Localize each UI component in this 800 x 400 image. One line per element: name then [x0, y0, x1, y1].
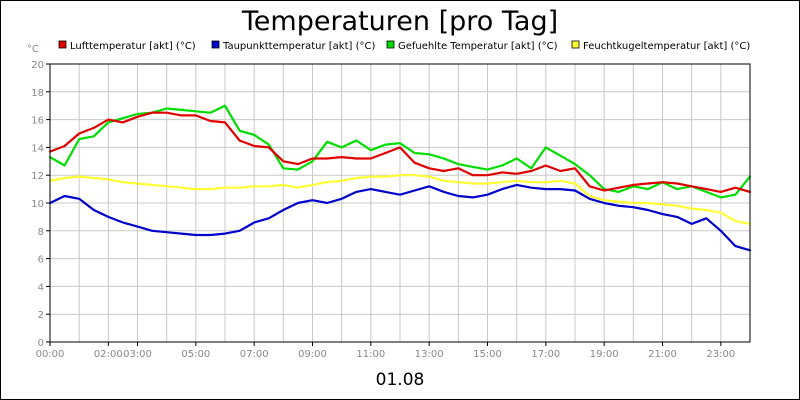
x-axis-ticks: 00:00 02:00 03:00 05:00 07:00 09:00 11:00 13:00…: [36, 342, 735, 360]
y-tick-label: 2: [38, 310, 44, 321]
legend-label: Feuchtkugeltemperatur [akt] (°C): [583, 41, 750, 52]
y-tick-label: 14: [31, 143, 44, 154]
x-tick-label: 03:00: [123, 349, 152, 360]
x-tick-label: 21:00: [648, 349, 677, 360]
legend-swatch: [386, 40, 395, 49]
x-tick-label: 13:00: [415, 349, 444, 360]
series-line-2: [48, 104, 752, 199]
x-tick-label: 17:00: [531, 349, 560, 360]
series-line-3: [48, 174, 752, 225]
plot-area: [49, 63, 751, 343]
y-tick-label: 10: [31, 199, 44, 210]
y-tick-label: 12: [31, 171, 44, 182]
y-tick-label: 0: [38, 338, 44, 349]
x-tick-label: 11:00: [356, 349, 385, 360]
x-tick-label: 05:00: [181, 349, 210, 360]
x-tick-label: 09:00: [298, 349, 327, 360]
x-tick-label: 15:00: [473, 349, 502, 360]
y-tick-label: 16: [31, 116, 44, 127]
x-tick-label: 19:00: [590, 349, 619, 360]
chart-title: Temperaturen [pro Tag]: [241, 6, 558, 37]
legend-label: Gefuehlte Temperatur [akt] (°C): [398, 41, 558, 52]
x-tick-label: 00:00: [36, 349, 65, 360]
legend-swatch: [58, 40, 67, 49]
y-tick-label: 4: [38, 282, 44, 293]
series-line-1: [48, 183, 752, 252]
y-tick-label: 18: [31, 88, 44, 99]
x-axis-date-label: 01.08: [376, 370, 425, 390]
legend-label: Lufttemperatur [akt] (°C): [70, 41, 196, 52]
legend-swatch: [211, 40, 220, 49]
series-layer: [48, 104, 752, 252]
legend-swatch: [571, 40, 580, 49]
x-tick-label: 07:00: [240, 349, 269, 360]
y-axis-ticks: 0 2 4 6 8 10 12 14 16 18 20: [31, 60, 50, 349]
y-tick-label: 6: [38, 255, 44, 266]
y-tick-label: 20: [31, 60, 44, 71]
legend-label: Taupunkttemperatur [akt] (°C): [222, 41, 375, 52]
legend: Lufttemperatur [akt] (°C) Taupunkttempera…: [58, 40, 750, 52]
series-line-0: [48, 111, 752, 193]
x-tick-label: 02:00: [94, 349, 123, 360]
x-tick-label: 23:00: [706, 349, 735, 360]
y-tick-label: 8: [38, 227, 44, 238]
y-axis-unit-label: °C: [27, 44, 39, 55]
